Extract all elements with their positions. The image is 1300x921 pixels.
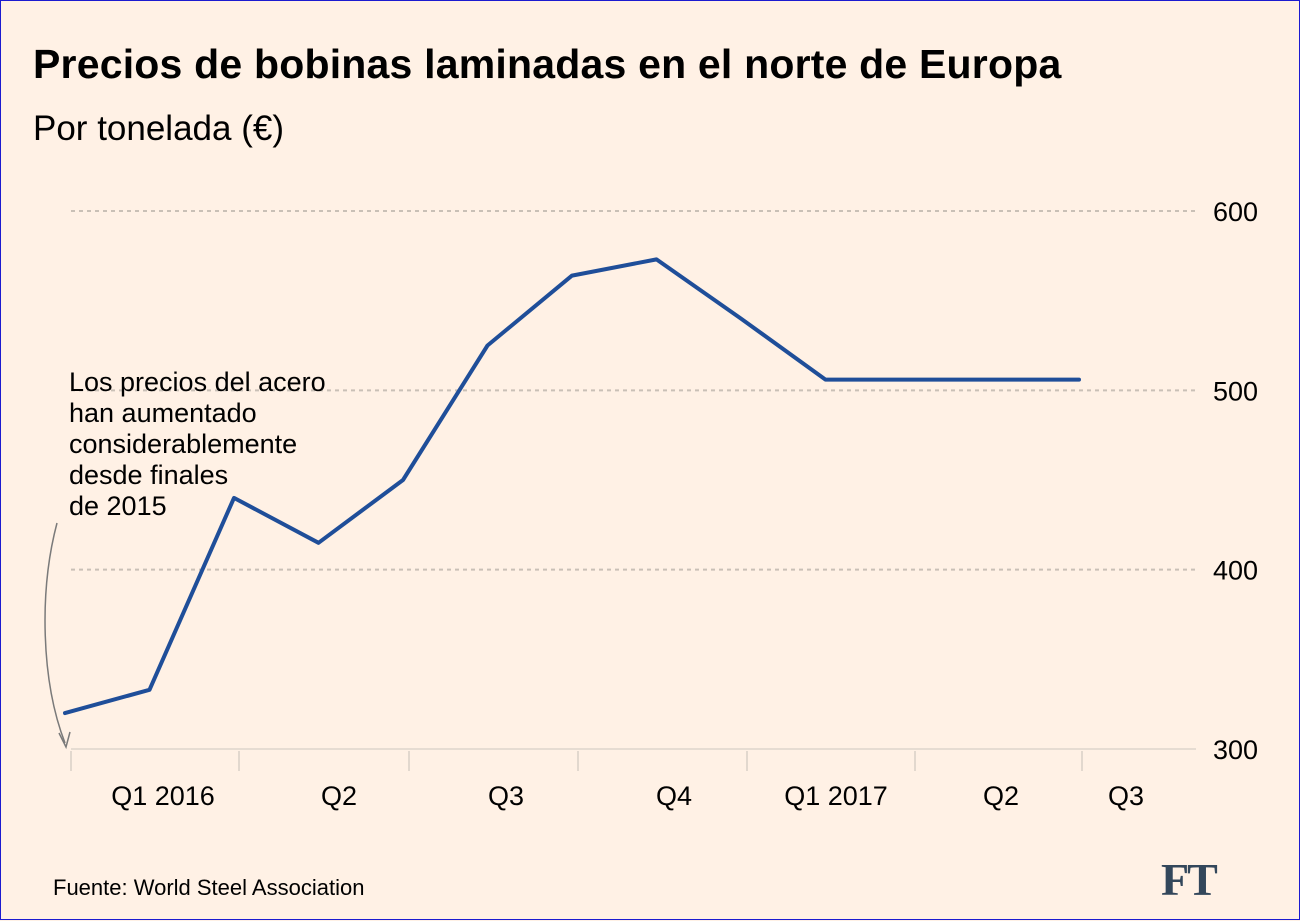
- annotation-arrow: [44, 522, 66, 744]
- price-line: [63, 257, 1081, 716]
- y-tick-label: 600: [1213, 197, 1258, 227]
- y-tick-label: 500: [1213, 376, 1258, 406]
- x-tick-label: Q2: [321, 781, 357, 811]
- annotation-arrowhead: [58, 731, 71, 750]
- chart-annotation: Los precios del acero han aumentado cons…: [69, 367, 326, 521]
- x-tick-label: Q1 2017: [784, 781, 888, 811]
- chart-title: Precios de bobinas laminadas en el norte…: [33, 41, 1062, 87]
- y-tick-label: 400: [1213, 556, 1258, 586]
- source-note: Fuente: World Steel Association: [53, 875, 365, 900]
- x-tick-label: Q3: [488, 781, 524, 811]
- y-tick-label: 300: [1213, 735, 1258, 765]
- x-tick-label: Q2: [983, 781, 1019, 811]
- ft-logo: FT: [1161, 854, 1218, 905]
- chart-subtitle: Por tonelada (€): [33, 109, 284, 148]
- x-tick-label: Q1 2016: [111, 781, 215, 811]
- x-tick-label: Q4: [656, 781, 692, 811]
- x-tick-label: Q3: [1108, 781, 1144, 811]
